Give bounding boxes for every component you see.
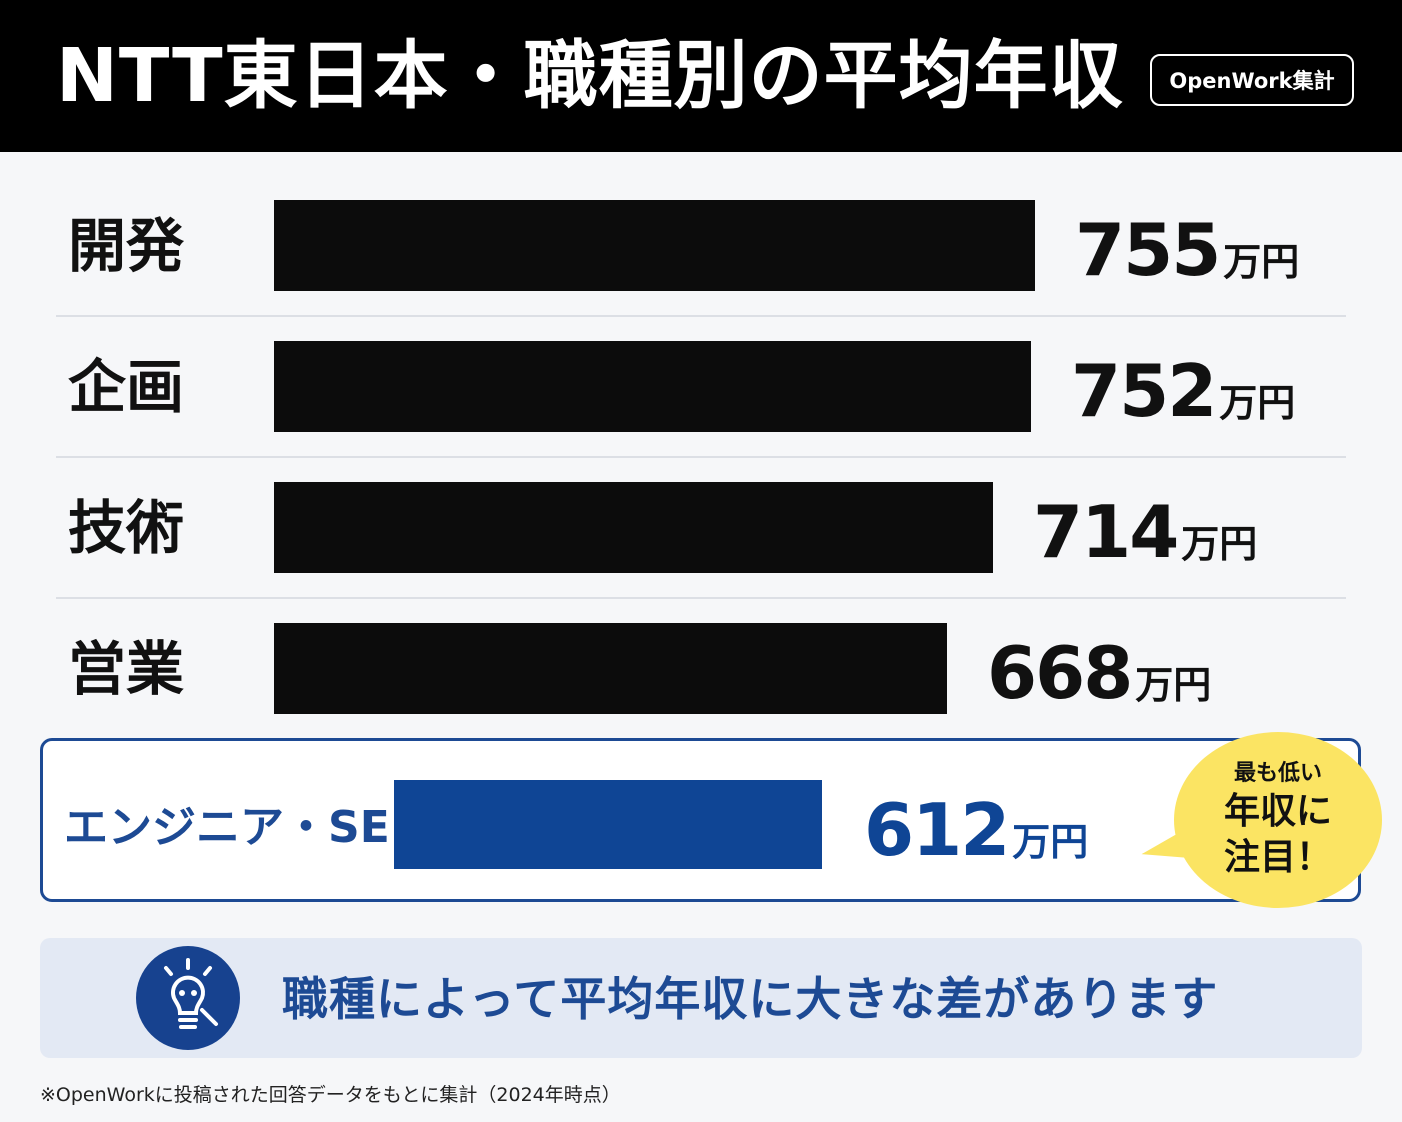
- bar-engineer-se: [394, 780, 822, 869]
- value-unit: 万円: [1223, 240, 1300, 284]
- category-label-gijutsu: 技術: [68, 494, 185, 562]
- value-unit: 万円: [1012, 820, 1089, 864]
- bar-kaihatsu: [274, 200, 1035, 291]
- row-divider: [56, 456, 1346, 458]
- row-divider: [56, 315, 1346, 317]
- value-number: 668: [987, 631, 1133, 715]
- value-label-gijutsu: 714 万円: [1033, 496, 1257, 568]
- value-label-eigyo: 668 万円: [987, 637, 1211, 709]
- value-number: 752: [1071, 349, 1217, 433]
- value-unit: 万円: [1219, 381, 1296, 425]
- callout-line-3: 注目！: [1223, 837, 1332, 878]
- callout-line-2: 年収に: [1223, 791, 1332, 832]
- bar-chart: [0, 152, 1402, 922]
- value-label-engineer-se: 612 万円: [864, 794, 1088, 866]
- bar-eigyo: [274, 623, 947, 714]
- callout-bubble: 最も低い 年収に 注目！: [1174, 732, 1382, 908]
- row-divider: [56, 597, 1346, 599]
- value-number: 612: [864, 788, 1010, 872]
- callout-line-1: 最も低い: [1233, 761, 1322, 786]
- page-title: NTT東日本・職種別の平均年収: [56, 33, 1124, 119]
- header-bar: NTT東日本・職種別の平均年収 OpenWork集計: [0, 0, 1402, 152]
- lightbulb-icon: [136, 946, 240, 1050]
- category-label-eigyo: 営業: [68, 635, 185, 703]
- value-number: 714: [1033, 490, 1179, 574]
- category-label-kikaku: 企画: [68, 353, 185, 421]
- category-label-engineer-se: エンジニア・SE: [64, 802, 390, 853]
- value-label-kikaku: 752 万円: [1071, 355, 1295, 427]
- value-label-kaihatsu: 755 万円: [1075, 214, 1299, 286]
- bar-kikaku: [274, 341, 1031, 432]
- value-number: 755: [1075, 208, 1221, 292]
- value-unit: 万円: [1135, 663, 1212, 707]
- note-text: 職種によって平均年収に大きな差があります: [282, 972, 1219, 1026]
- note-panel: [40, 938, 1362, 1058]
- value-unit: 万円: [1181, 522, 1258, 566]
- category-label-kaihatsu: 開発: [68, 212, 185, 280]
- footnote: ※OpenWorkに投稿された回答データをもとに集計（2024年時点）: [40, 1084, 621, 1106]
- bar-gijutsu: [274, 482, 993, 573]
- source-badge: OpenWork集計: [1150, 54, 1354, 106]
